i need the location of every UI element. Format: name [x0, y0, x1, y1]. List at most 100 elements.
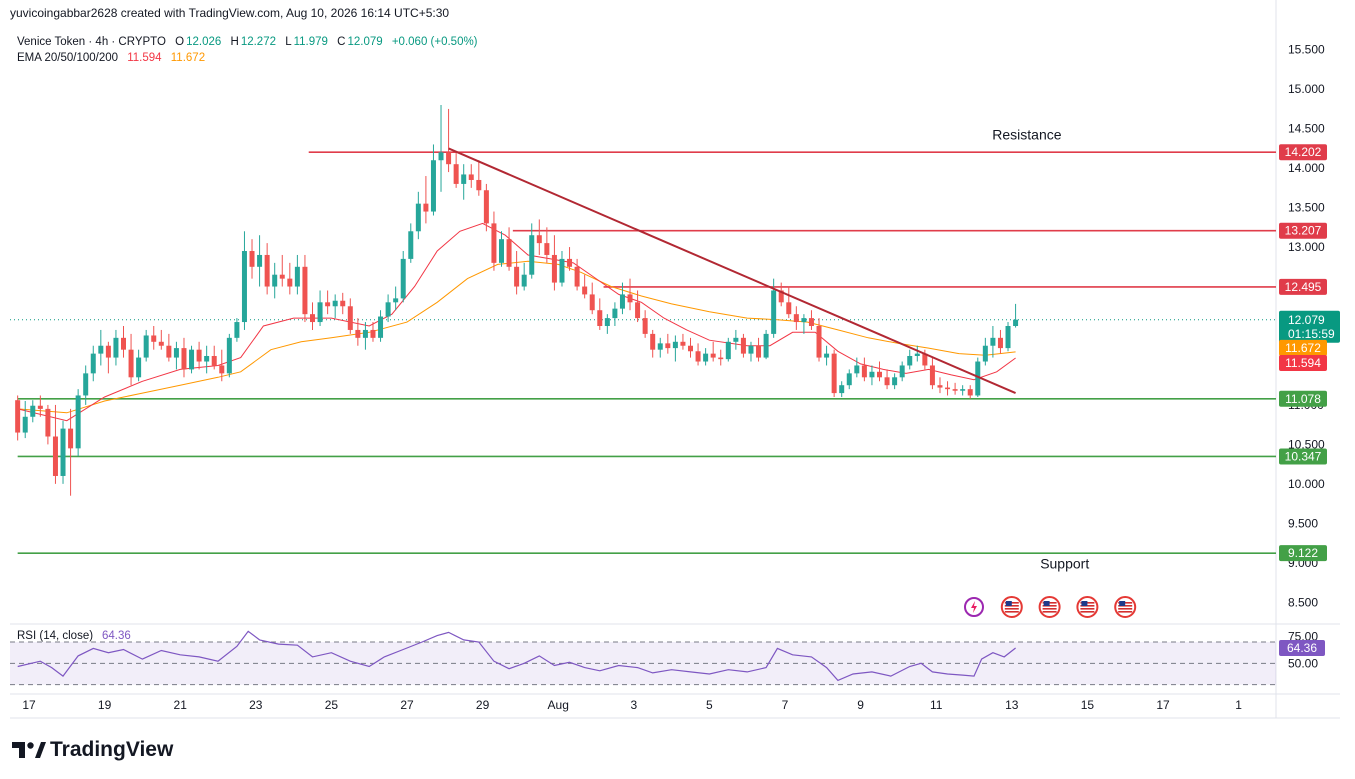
candle	[1005, 322, 1011, 352]
candle-body	[869, 371, 875, 378]
candle	[907, 349, 913, 370]
candle	[733, 329, 739, 350]
time-tick-label: 5	[706, 698, 713, 712]
candle	[635, 290, 641, 323]
candle	[151, 326, 157, 350]
candle	[937, 377, 943, 394]
grid	[10, 0, 1340, 719]
resistance-annotation[interactable]: Resistance	[992, 127, 1061, 143]
candle-body	[15, 400, 21, 433]
candle-body	[400, 258, 406, 299]
price-tick-label: 13.500	[1288, 201, 1325, 215]
candle-body	[967, 389, 973, 396]
candle	[824, 345, 830, 366]
candle-body	[990, 337, 996, 346]
time-tick-label: 19	[98, 698, 112, 712]
price-tick-label: 14.000	[1288, 161, 1325, 175]
rsi-label[interactable]: RSI (14, close)	[17, 630, 93, 642]
candle	[499, 231, 504, 267]
candle-body	[52, 436, 58, 476]
time-tick-label: 1	[1235, 698, 1242, 712]
ema20-price-label: 11.594	[1285, 356, 1321, 370]
candle-body	[173, 348, 179, 358]
trendline[interactable]	[448, 147, 1016, 395]
candle-body	[113, 337, 119, 358]
candle-body	[771, 290, 777, 334]
candle-body	[718, 357, 724, 360]
us-flag-icon[interactable]	[1000, 596, 1023, 618]
time-tick-label: 17	[22, 698, 36, 712]
candle-body	[521, 274, 527, 287]
open-label: O	[175, 36, 185, 48]
candle	[778, 282, 784, 307]
candle-body	[604, 318, 610, 326]
time-axis[interactable]: 17 19 21 23 25 27 29 Aug 3 5 7 9 11 13 15 17 1	[22, 698, 1242, 712]
candle-body	[793, 314, 799, 323]
support-price-label: 9.122	[1288, 546, 1318, 560]
last-price-label: 12.079	[1288, 313, 1325, 327]
candle	[468, 164, 474, 188]
candle	[514, 251, 520, 295]
candle	[718, 349, 724, 366]
candle	[544, 227, 550, 263]
candle	[801, 314, 807, 334]
candle	[204, 345, 210, 374]
candle	[506, 227, 512, 271]
candle	[68, 408, 74, 496]
candle	[370, 322, 376, 342]
support-price-tag	[1279, 448, 1327, 465]
price-tick-label: 10.000	[1288, 477, 1325, 491]
candle-body	[476, 179, 482, 191]
candle-body	[468, 174, 474, 180]
low-label: L	[285, 36, 292, 48]
event-icons[interactable]	[964, 596, 1137, 618]
time-tick-label: 25	[325, 698, 339, 712]
candle	[287, 262, 293, 295]
support-price-label: 10.347	[1285, 449, 1322, 463]
candle	[945, 381, 951, 396]
candle	[90, 345, 96, 382]
candle	[990, 326, 996, 358]
candle-body	[226, 337, 232, 374]
candle	[846, 369, 852, 390]
candle-body	[166, 345, 172, 358]
candle-body	[325, 302, 331, 307]
candle-body	[808, 318, 814, 326]
support-price-label: 11.078	[1285, 392, 1321, 406]
candle-body	[997, 337, 1003, 349]
candle-body	[899, 365, 905, 378]
rsi-value-label: 64.36	[1287, 641, 1317, 655]
symbol-title[interactable]: Venice Token · 4h · CRYPTO	[17, 36, 166, 48]
candle-body	[657, 343, 663, 350]
candle-body	[740, 337, 746, 354]
candle-body	[196, 349, 202, 362]
candle-body	[393, 298, 399, 303]
us-flag-icon[interactable]	[1038, 596, 1061, 618]
candle-body	[317, 302, 323, 323]
candle	[476, 160, 482, 196]
last-price-tag	[1279, 310, 1340, 343]
us-flag-icon-canton	[1081, 601, 1088, 606]
candle	[831, 349, 837, 398]
support-annotation[interactable]: Support	[1040, 555, 1089, 571]
ema-label[interactable]: EMA 20/50/100/200	[17, 52, 119, 64]
time-tick-label: Aug	[548, 698, 569, 712]
flash-icon[interactable]	[964, 597, 984, 617]
candle-body	[635, 302, 641, 319]
us-flag-icon-stripe	[1118, 608, 1133, 610]
candle-body	[982, 345, 988, 362]
candles	[15, 104, 1019, 496]
time-tick-label: 17	[1156, 698, 1170, 712]
resistance-price-tag	[1279, 144, 1327, 161]
us-flag-icon[interactable]	[1114, 596, 1137, 618]
candle-body	[725, 341, 731, 360]
us-flag-icon[interactable]	[1076, 596, 1099, 618]
tradingview-brand[interactable]: TradingView	[12, 738, 173, 762]
candle-body	[597, 310, 603, 326]
candle	[695, 343, 701, 366]
trendline-group	[448, 147, 1016, 395]
price-axis[interactable]: 8.5009.0009.50010.00010.50011.00011.5001…	[1279, 43, 1340, 610]
candle-body	[378, 316, 384, 338]
candle-body	[310, 314, 315, 323]
